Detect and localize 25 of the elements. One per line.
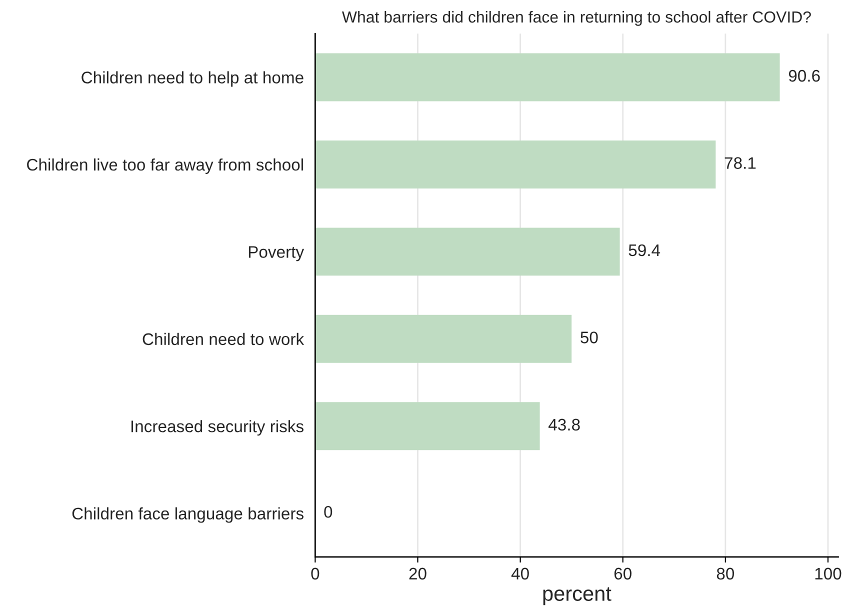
bar [315, 53, 780, 102]
data-label: 43.8 [548, 418, 580, 431]
x-tick-label: 40 [511, 568, 529, 580]
y-tick-label: Children live too far away from school [27, 158, 303, 174]
y-tick-label: Increased security risks [131, 420, 304, 436]
bar [315, 402, 540, 450]
x-tick-label: 20 [409, 568, 426, 580]
x-axis-title: percent [543, 587, 612, 606]
y-tick-label: Poverty [248, 246, 304, 262]
x-tick-label: 60 [614, 568, 632, 580]
bar [315, 314, 572, 363]
x-tick-label: 0 [311, 568, 320, 580]
bar [315, 228, 620, 276]
y-tick-label: Children need to help at home [82, 71, 304, 87]
bar [315, 140, 716, 188]
data-label: 78.1 [724, 157, 756, 169]
data-label: 0 [324, 506, 332, 518]
data-label: 50 [580, 332, 598, 344]
data-label: 90.6 [788, 70, 820, 82]
x-tick-label: 100 [815, 568, 842, 580]
y-tick-label: Children need to work [142, 332, 304, 346]
x-tick-label: 80 [716, 568, 734, 580]
chart-title: What barriers did children face in returning to school after COVID? [342, 10, 811, 26]
data-label: 59.4 [628, 244, 660, 256]
y-tick-label: Children face language barriers [72, 507, 304, 523]
